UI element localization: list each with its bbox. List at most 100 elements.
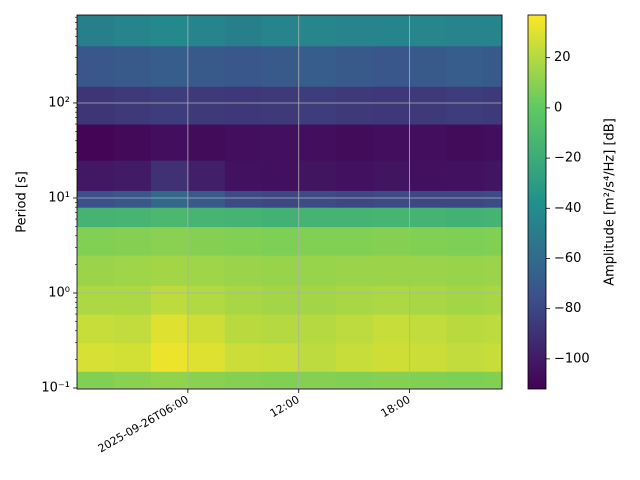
heatmap-cell	[150, 15, 189, 47]
y-tick-label: 10¹	[48, 190, 70, 205]
heatmap-cell	[113, 255, 152, 286]
heatmap-cell	[335, 226, 374, 256]
heatmap-cell	[150, 45, 189, 87]
heatmap-cell	[446, 190, 485, 208]
heatmap-cell	[113, 342, 152, 372]
heatmap-cell	[372, 285, 411, 315]
colorbar-tick-label: −40	[554, 201, 581, 216]
heatmap-cell	[372, 226, 411, 256]
heatmap-cell	[483, 342, 503, 372]
heatmap-cell	[483, 86, 503, 125]
heatmap-cell	[483, 190, 503, 208]
heatmap-cell	[224, 86, 263, 125]
heatmap-cell	[335, 342, 374, 372]
plot-frame	[76, 14, 503, 390]
colorbar-tick-label: 20	[554, 50, 571, 65]
heatmap-cell	[372, 255, 411, 286]
heatmap-cell	[298, 226, 337, 256]
colorbar	[527, 14, 547, 390]
heatmap-cell	[224, 207, 263, 228]
heatmap-cell	[409, 314, 448, 344]
heatmap-cell	[187, 160, 226, 191]
heatmap-cell	[150, 314, 189, 344]
heatmap-cell	[372, 371, 411, 390]
x-tick-label: 2025-09-26T06:00	[96, 393, 191, 455]
heatmap-cell	[77, 207, 115, 228]
heatmap-cell	[298, 342, 337, 372]
heatmap-cell	[187, 314, 226, 344]
heatmap-cell	[187, 255, 226, 286]
heatmap-cell	[298, 371, 337, 390]
heatmap-cell	[335, 45, 374, 87]
heatmap-cell	[409, 160, 448, 191]
y-tick-label: 10⁰	[48, 285, 70, 300]
heatmap-cell	[335, 124, 374, 161]
heatmap-cell	[298, 190, 337, 208]
heatmap-cell	[372, 160, 411, 191]
heatmap-cell	[372, 207, 411, 228]
heatmap-cell	[483, 371, 503, 390]
heatmap-cell	[113, 15, 152, 47]
heatmap-cell	[187, 124, 226, 161]
heatmap-cell	[77, 314, 115, 344]
heatmap-cell	[261, 160, 300, 191]
heatmap-cell	[187, 45, 226, 87]
heatmap-cell	[77, 124, 115, 161]
heatmap-cell	[335, 86, 374, 125]
heatmap-cell	[298, 15, 337, 47]
colorbar-tick-label: −20	[554, 151, 581, 166]
heatmap-cell	[261, 285, 300, 315]
y-axis-label: Period [s]	[15, 171, 30, 233]
heatmap-cell	[150, 285, 189, 315]
heatmap-cell	[409, 15, 448, 47]
heatmap-cell	[409, 124, 448, 161]
heatmap-cell	[335, 190, 374, 208]
heatmap-cell	[372, 86, 411, 125]
colorbar-tick-label: 0	[554, 100, 562, 115]
heatmap-cell	[372, 15, 411, 47]
x-tick-label: 18:00	[379, 393, 413, 420]
heatmap-cell	[187, 15, 226, 47]
heatmap-cell	[446, 160, 485, 191]
colorbar-label: Amplitude [m²/s⁴/Hz] [dB]	[603, 118, 618, 286]
heatmap-cell	[372, 314, 411, 344]
heatmap-cell	[335, 160, 374, 191]
heatmap-cell	[224, 255, 263, 286]
y-tick-label: 10²	[48, 95, 70, 110]
heatmap-cell	[187, 190, 226, 208]
heatmap-cell	[150, 226, 189, 256]
heatmap-cell	[335, 285, 374, 315]
heatmap-cell	[150, 342, 189, 372]
heatmap-cell	[261, 226, 300, 256]
heatmap-cell	[224, 226, 263, 256]
heatmap-cell	[77, 285, 115, 315]
heatmap-cell	[409, 226, 448, 256]
heatmap-cell	[113, 86, 152, 125]
heatmap-cell	[150, 160, 189, 191]
heatmap-cell	[446, 15, 485, 47]
heatmap-cell	[261, 45, 300, 87]
heatmap-cell	[372, 45, 411, 87]
heatmap-cell	[224, 314, 263, 344]
colorbar-tick-label: −80	[554, 301, 581, 316]
heatmap-cell	[335, 371, 374, 390]
heatmap-cell	[187, 207, 226, 228]
heatmap-cell	[409, 45, 448, 87]
heatmap-cell	[150, 207, 189, 228]
heatmap-cell	[187, 226, 226, 256]
heatmap-cell	[224, 45, 263, 87]
heatmap-cell	[224, 190, 263, 208]
heatmap-cell	[77, 371, 115, 390]
heatmap-cell	[298, 314, 337, 344]
x-tick-label: 12:00	[268, 393, 302, 420]
heatmap-cell	[77, 226, 115, 256]
heatmap-cell	[261, 342, 300, 372]
heatmap	[77, 15, 503, 390]
heatmap-cell	[224, 371, 263, 390]
heatmap-cell	[261, 124, 300, 161]
heatmap-cell	[113, 226, 152, 256]
heatmap-cell	[187, 285, 226, 315]
heatmap-cell	[224, 342, 263, 372]
heatmap-cell	[187, 371, 226, 390]
